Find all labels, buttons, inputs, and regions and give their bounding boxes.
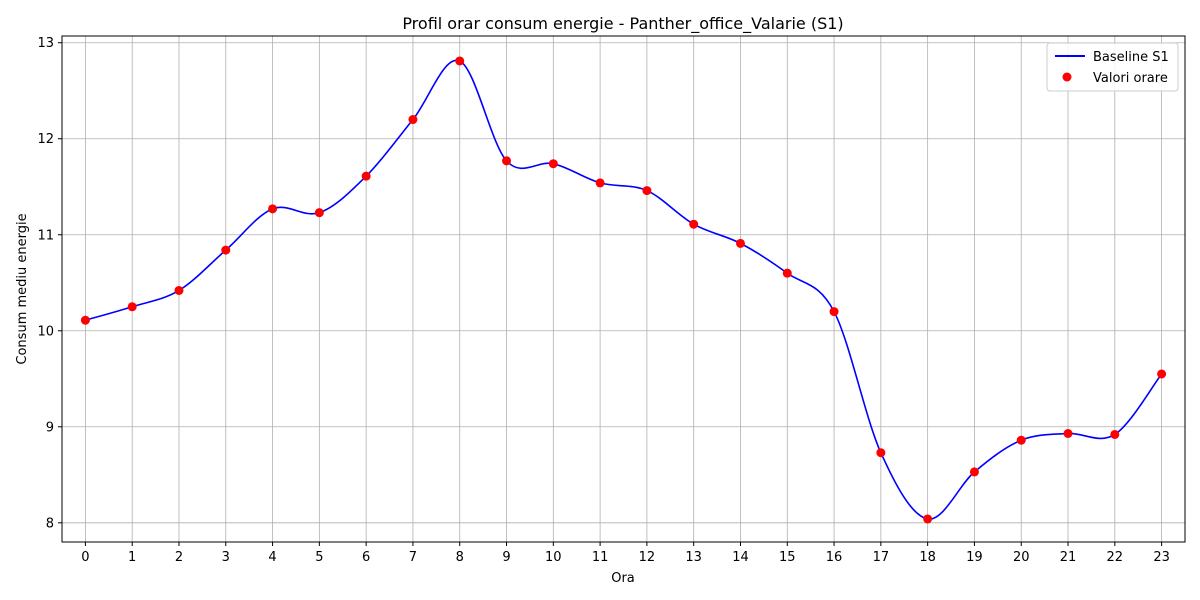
y-tick-label: 9 xyxy=(46,420,54,435)
x-tick-label: 19 xyxy=(966,550,983,565)
y-tick-label: 12 xyxy=(37,132,54,147)
x-tick-label: 17 xyxy=(873,550,890,565)
hourly-value-point xyxy=(80,315,90,325)
x-tick-label: 13 xyxy=(685,550,702,565)
series-layer xyxy=(80,56,1167,524)
plot-area-frame xyxy=(61,35,1186,543)
hourly-value-point xyxy=(408,115,418,125)
x-tick-label: 10 xyxy=(545,550,562,565)
x-tick-label: 23 xyxy=(1153,550,1170,565)
hourly-value-point xyxy=(782,268,792,278)
x-tick-label: 3 xyxy=(222,550,230,565)
x-tick-label: 21 xyxy=(1060,550,1077,565)
hourly-value-point xyxy=(829,307,839,317)
x-tick-label: 2 xyxy=(175,550,183,565)
legend-label-hourly: Valori orare xyxy=(1093,71,1168,86)
hourly-value-point xyxy=(548,159,558,169)
x-tick-label: 12 xyxy=(639,550,656,565)
x-tick-label: 15 xyxy=(779,550,796,565)
hourly-value-point xyxy=(174,285,184,295)
hourly-value-point xyxy=(1157,369,1167,379)
x-tick-label: 18 xyxy=(919,550,936,565)
legend-marker-swatch xyxy=(1062,72,1072,82)
legend: Baseline S1 Valori orare xyxy=(1046,42,1179,92)
x-tick-label: 16 xyxy=(826,550,843,565)
y-tick-label: 8 xyxy=(46,516,54,531)
hourly-value-point xyxy=(735,238,745,248)
hourly-value-point xyxy=(127,302,137,312)
hourly-value-point xyxy=(923,514,933,524)
hourly-value-point xyxy=(268,204,278,214)
hourly-value-point xyxy=(314,208,324,218)
chart-title: Profil orar consum energie - Panther_off… xyxy=(402,14,843,34)
x-tick-label: 11 xyxy=(592,550,609,565)
hourly-value-point xyxy=(969,467,979,477)
x-axis-title: Ora xyxy=(611,571,635,586)
x-tick-label: 14 xyxy=(732,550,749,565)
hourly-value-point xyxy=(1016,435,1026,445)
hourly-value-point xyxy=(1110,429,1120,439)
x-tick-label: 1 xyxy=(128,550,136,565)
hourly-value-point xyxy=(1063,429,1073,439)
hourly-value-point xyxy=(361,171,371,181)
x-tick-label: 20 xyxy=(1013,550,1030,565)
x-tick-label: 5 xyxy=(315,550,323,565)
legend-label-baseline: Baseline S1 xyxy=(1093,50,1169,65)
x-tick-label: 0 xyxy=(81,550,89,565)
x-tick-label: 6 xyxy=(362,550,370,565)
y-tick-label: 10 xyxy=(37,324,54,339)
grid-lines xyxy=(62,36,1185,542)
hourly-value-point xyxy=(595,178,605,188)
x-tick-label: 7 xyxy=(409,550,417,565)
x-tick-label: 8 xyxy=(456,550,464,565)
y-axis-ticks: 8 9 10 11 12 13 xyxy=(37,36,62,531)
y-tick-label: 11 xyxy=(37,228,54,243)
y-axis-title: Consum mediu energie xyxy=(15,213,30,364)
hourly-value-point xyxy=(455,56,465,66)
y-tick-label: 13 xyxy=(37,36,54,51)
x-tick-label: 4 xyxy=(268,550,276,565)
x-axis-ticks: 0 1 2 3 4 5 6 7 8 9 10 11 12 13 14 15 16 17 18 19 20 21 22 23 xyxy=(81,542,1170,565)
x-tick-label: 9 xyxy=(502,550,510,565)
hourly-value-point xyxy=(221,245,231,255)
hourly-value-point xyxy=(642,186,652,196)
hourly-value-point xyxy=(502,156,512,166)
hourly-value-point xyxy=(876,448,886,458)
x-tick-label: 22 xyxy=(1107,550,1124,565)
hourly-value-point xyxy=(689,219,699,229)
